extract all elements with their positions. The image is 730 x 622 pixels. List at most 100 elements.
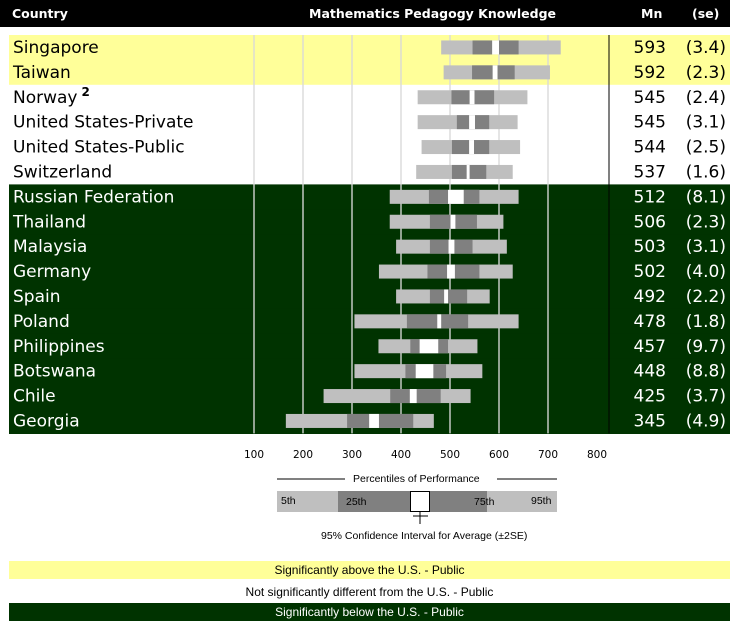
x-tick-label: 600 xyxy=(489,449,509,461)
legend-p95: 95th xyxy=(531,495,552,507)
mean-value: 544 xyxy=(634,138,666,158)
mean-value: 492 xyxy=(634,287,666,307)
x-tick-label: 100 xyxy=(244,449,264,461)
country-label: Philippines xyxy=(13,337,105,357)
legend-p75: 75th xyxy=(474,496,495,508)
row-band xyxy=(9,134,730,161)
bar-ci xyxy=(444,289,449,304)
row-band xyxy=(9,35,730,61)
country-label: Norway 2 xyxy=(13,85,90,108)
mean-value: 506 xyxy=(634,212,666,232)
mean-value: 503 xyxy=(634,237,666,257)
se-value: (2.3) xyxy=(686,63,726,83)
country-label: Russian Federation xyxy=(13,187,174,207)
se-value: (1.6) xyxy=(686,163,726,183)
mean-value: 457 xyxy=(634,337,666,357)
se-value: (3.1) xyxy=(686,113,726,133)
se-value: (9.7) xyxy=(686,337,726,357)
se-value: (8.8) xyxy=(686,362,726,382)
bar-ci xyxy=(415,364,434,379)
x-axis-ticks: 100 200 300 400 500 600 700 800 xyxy=(244,449,607,461)
se-value: (2.5) xyxy=(686,138,726,158)
country-label: Malaysia xyxy=(13,237,87,257)
row-labels: Singapore 593 (3.4) Taiwan 592 (2.3) Norway 2 54… xyxy=(12,38,726,432)
bar-ci xyxy=(448,189,464,204)
mean-value: 448 xyxy=(634,362,666,382)
mean-value: 478 xyxy=(634,312,666,332)
header-country: Country xyxy=(12,6,68,21)
bar-ci xyxy=(492,40,499,55)
x-tick-label: 500 xyxy=(440,449,460,461)
row-band xyxy=(9,159,730,185)
country-footnote: 2 xyxy=(82,85,90,99)
mean-value: 537 xyxy=(634,163,666,183)
country-label: Chile xyxy=(13,387,56,407)
row-band xyxy=(9,84,730,111)
mean-value: 512 xyxy=(634,187,666,207)
x-tick-label: 700 xyxy=(538,449,558,461)
mean-value: 593 xyxy=(634,38,666,58)
country-label: Poland xyxy=(13,312,70,332)
row-band xyxy=(9,59,730,86)
bar-ci xyxy=(448,239,455,254)
x-tick-label: 200 xyxy=(293,449,313,461)
row-band xyxy=(9,209,730,235)
se-value: (3.7) xyxy=(686,387,726,407)
mean-value: 592 xyxy=(634,63,666,83)
mean-value: 545 xyxy=(634,113,666,133)
row-bands xyxy=(9,35,730,434)
country-label: United States-Public xyxy=(13,138,185,158)
bar-ci xyxy=(409,389,417,404)
mean-value: 425 xyxy=(634,387,666,407)
bar-p25-p75 xyxy=(429,289,468,304)
bar-ci xyxy=(369,413,379,428)
legend-percentile-bar xyxy=(277,491,557,512)
legend-lines xyxy=(277,478,557,524)
percentile-bars xyxy=(285,40,561,428)
bar-ci xyxy=(469,140,475,155)
country-label: Taiwan xyxy=(12,63,71,83)
x-tick-label: 300 xyxy=(342,449,362,461)
legend-p25: 25th xyxy=(346,496,367,508)
se-value: (4.9) xyxy=(686,412,726,432)
header-title: Mathematics Pedagogy Knowledge xyxy=(309,6,557,21)
country-label: Botswana xyxy=(13,362,96,382)
country-label: Germany xyxy=(13,262,91,282)
row-band xyxy=(9,333,730,360)
country-label: Spain xyxy=(13,287,61,307)
se-value: (2.4) xyxy=(686,88,726,108)
se-value: (3.1) xyxy=(686,237,726,257)
country-label: Singapore xyxy=(13,38,99,58)
bar-ci xyxy=(419,339,439,354)
row-band xyxy=(9,259,730,285)
country-label: United States-Private xyxy=(13,113,194,133)
legend-p5: 5th xyxy=(281,495,296,507)
se-value: (2.2) xyxy=(686,287,726,307)
se-value: (8.1) xyxy=(686,187,726,207)
bar-ci xyxy=(469,90,475,105)
country-label: Thailand xyxy=(12,212,86,232)
bar-ci xyxy=(437,314,442,329)
x-tick-label: 800 xyxy=(587,449,607,461)
header-se: (se) xyxy=(692,6,720,21)
bar-ci xyxy=(469,115,475,130)
mean-value: 545 xyxy=(634,88,666,108)
se-value: (4.0) xyxy=(686,262,726,282)
row-band xyxy=(9,109,730,136)
key-not-different: Not significantly different from the U.S… xyxy=(9,583,730,601)
bar-p25-p75 xyxy=(347,413,414,428)
x-tick-label: 400 xyxy=(391,449,411,461)
bar-ci xyxy=(492,65,498,80)
bar-ci xyxy=(447,264,455,279)
bar-ci xyxy=(450,214,456,229)
mean-value: 502 xyxy=(634,262,666,282)
row-band xyxy=(9,284,730,310)
country-label: Georgia xyxy=(13,412,80,432)
se-value: (3.4) xyxy=(686,38,726,58)
se-value: (2.3) xyxy=(686,212,726,232)
bar-ci xyxy=(466,164,470,179)
key-below: Significantly below the U.S. - Public xyxy=(9,603,730,621)
row-band xyxy=(9,234,730,260)
legend-ci-box xyxy=(410,491,430,512)
